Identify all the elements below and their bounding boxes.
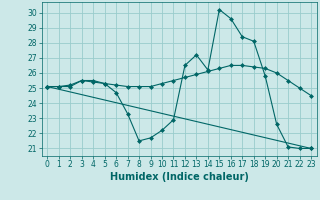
X-axis label: Humidex (Indice chaleur): Humidex (Indice chaleur) (110, 172, 249, 182)
